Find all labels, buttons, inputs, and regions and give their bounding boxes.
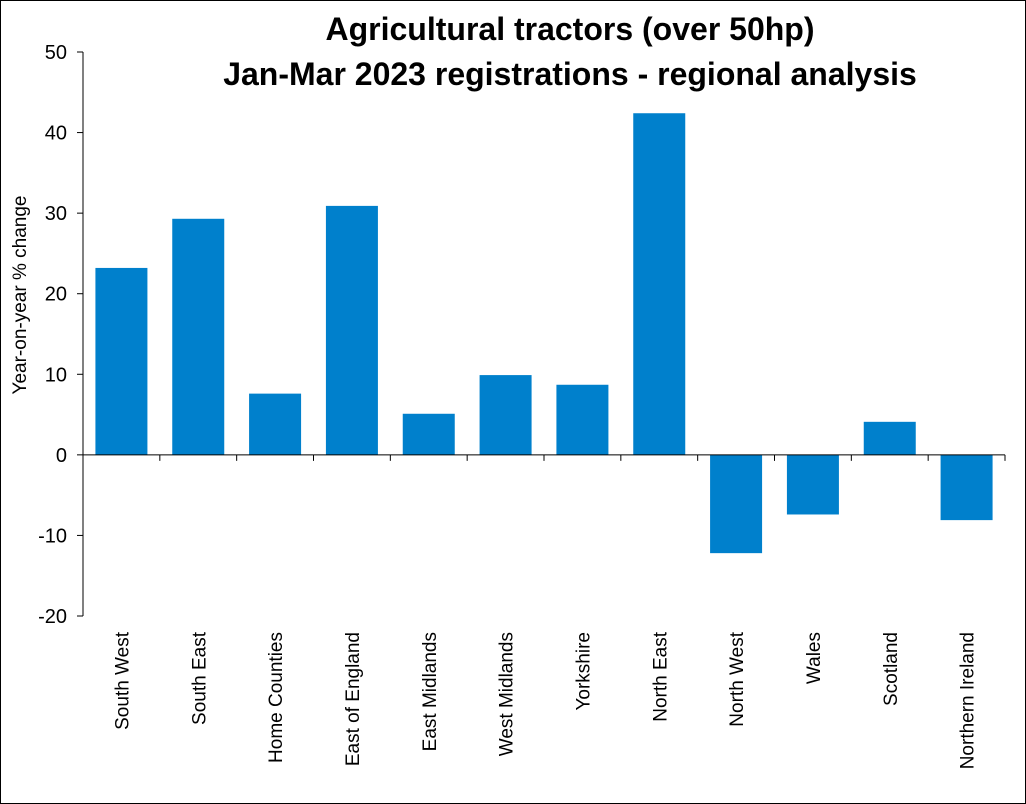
x-tick-label: North East (650, 631, 671, 721)
y-tick-label: 50 (45, 42, 67, 64)
x-tick-label: West Midlands (497, 632, 518, 756)
y-tick-label: 20 (45, 284, 67, 306)
x-tick-label: South West (112, 631, 133, 730)
bar-home-counties (249, 393, 302, 455)
bar-south-west (95, 267, 148, 455)
y-tick-label: 40 (45, 123, 67, 145)
x-tick-label: Northern Ireland (958, 632, 979, 769)
chart-title-line-1: Agricultural tractors (over 50hp) (326, 11, 815, 47)
bar-north-east (633, 113, 686, 455)
bar-northern-ireland (940, 454, 993, 521)
bar-wales (786, 454, 839, 515)
y-tick-label: -10 (38, 525, 67, 547)
bar-south-east (172, 218, 225, 455)
bar-north-west (710, 454, 763, 554)
x-tick-label: Yorkshire (573, 632, 594, 711)
chart-title-line-2: Jan-Mar 2023 registrations - regional an… (223, 56, 917, 92)
x-tick-label: East Midlands (420, 632, 441, 751)
x-tick-label: East of England (343, 632, 364, 766)
x-tick-label: Wales (804, 632, 825, 684)
bar-scotland (863, 421, 916, 455)
bar-west-midlands (479, 375, 532, 455)
bar-yorkshire (556, 384, 609, 455)
x-tick-label: Home Counties (266, 632, 287, 763)
y-tick-label: 0 (56, 445, 67, 467)
bar-east-of-england (325, 205, 378, 455)
y-tick-label: 10 (45, 364, 67, 386)
y-tick-label: 30 (45, 203, 67, 225)
x-tick-label: North West (727, 631, 748, 726)
x-tick-label: Scotland (881, 632, 902, 706)
y-tick-label: -20 (38, 606, 67, 628)
y-axis-label: Year-on-year % change (10, 196, 31, 395)
bar-east-midlands (402, 413, 455, 455)
x-tick-label: South East (189, 631, 210, 725)
